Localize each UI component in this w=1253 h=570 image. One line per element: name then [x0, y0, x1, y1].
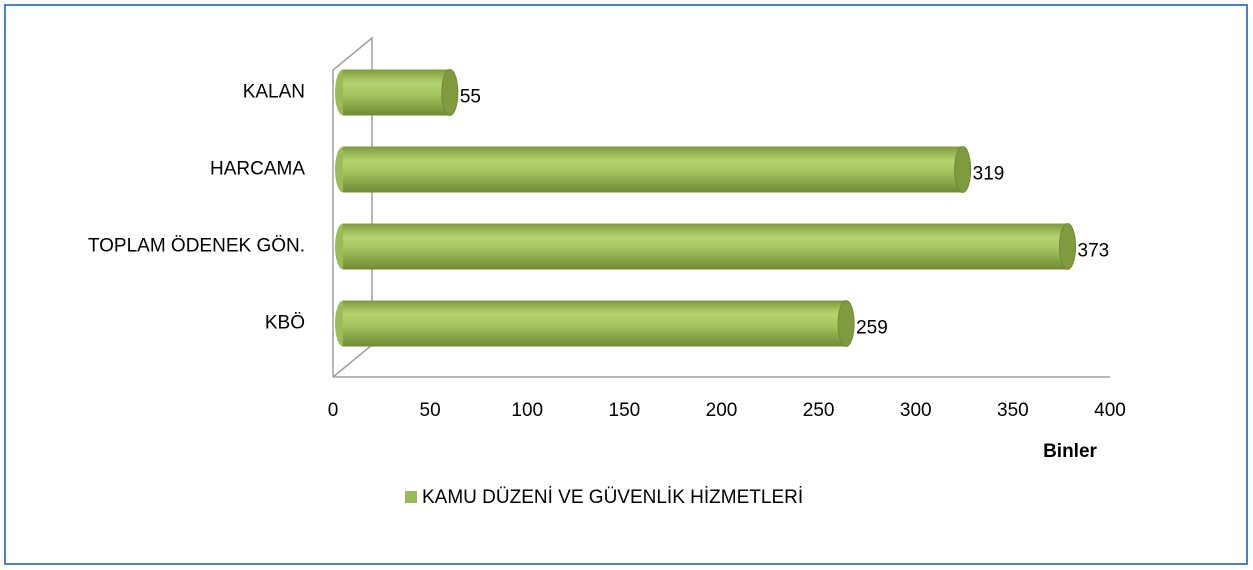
- bar-part: [343, 300, 847, 347]
- back-wall: [332, 36, 373, 378]
- y-tick-label: KALAN: [243, 82, 305, 103]
- bar-part: [343, 223, 1068, 270]
- bar-part: [954, 146, 972, 193]
- x-axis-label: Binler: [1043, 441, 1097, 462]
- x-tick-label: 400: [1094, 400, 1126, 421]
- bar: [335, 146, 972, 193]
- y-tick-label: KBÖ: [265, 313, 305, 334]
- y-tick-label: TOPLAM ÖDENEK GÖN.: [88, 236, 305, 257]
- y-tick-label: HARCAMA: [210, 159, 305, 180]
- bar: [335, 223, 1077, 270]
- x-tick-label: 0: [328, 400, 339, 421]
- x-tick-label: 100: [511, 400, 543, 421]
- bar-part: [441, 69, 459, 116]
- x-tick-label: 300: [900, 400, 932, 421]
- bar: [335, 300, 855, 347]
- x-tick-label: 150: [609, 400, 641, 421]
- bar-part: [343, 146, 963, 193]
- x-tick-label: 50: [420, 400, 441, 421]
- x-tick-label: 350: [997, 400, 1029, 421]
- bar-part: [1059, 223, 1077, 270]
- legend-label: KAMU DÜZENİ VE GÜVENLİK HİZMETLERİ: [422, 487, 803, 508]
- legend-swatch: [405, 491, 417, 503]
- data-label: 55: [460, 87, 481, 108]
- bar: [335, 69, 459, 116]
- data-label: 259: [856, 318, 888, 339]
- frame: [4, 4, 1248, 565]
- bar-part: [837, 300, 855, 347]
- x-tick-label: 200: [706, 400, 738, 421]
- data-label: 319: [973, 164, 1005, 185]
- data-label: 373: [1078, 241, 1110, 262]
- x-tick-label: 250: [803, 400, 835, 421]
- bar-part: [343, 69, 450, 116]
